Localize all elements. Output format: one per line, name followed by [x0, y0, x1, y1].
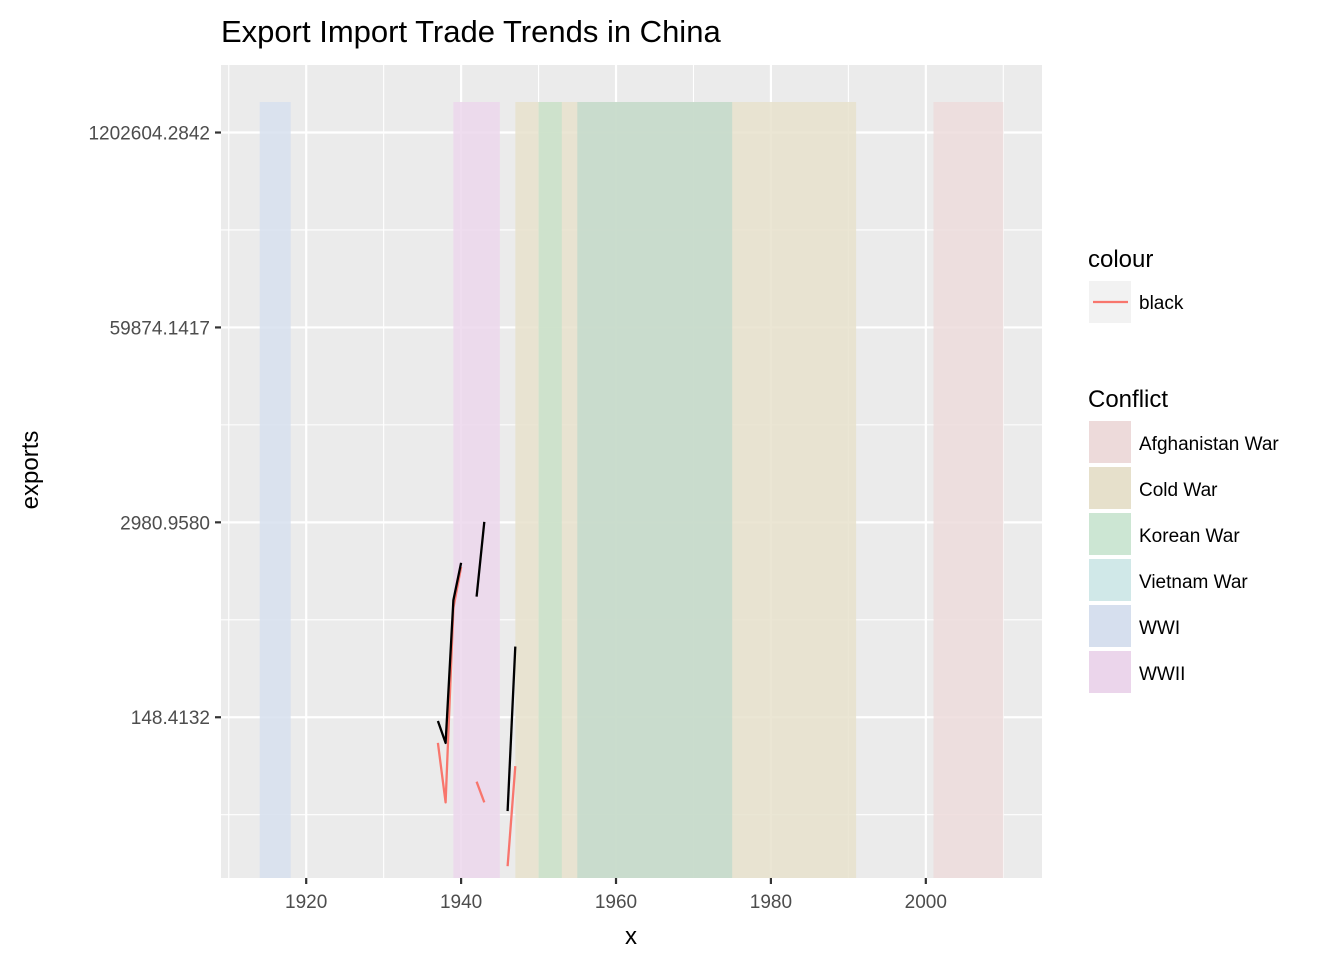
x-tick-label: 1960 [595, 892, 637, 913]
series-lines [436, 521, 517, 867]
legend-label: WWI [1139, 618, 1180, 639]
band-korean-war [538, 102, 562, 878]
band-vietnam-war [577, 102, 733, 878]
y-tick-label: 1202604.2842 [88, 124, 210, 145]
band-wwii [453, 102, 500, 878]
x-tick-label: 2000 [905, 892, 947, 913]
conflict-bands [259, 102, 1004, 878]
legend-key-fill [1089, 421, 1131, 463]
x-tick-label: 1920 [285, 892, 327, 913]
series-0-segment-1 [475, 781, 486, 803]
legend-key-fill [1089, 513, 1131, 555]
x-tick-label: 1980 [750, 892, 792, 913]
legend-key-fill [1089, 559, 1131, 601]
legend-key-fill [1089, 467, 1131, 509]
legend-key-fill [1089, 605, 1131, 647]
legend-label: Vietnam War [1139, 572, 1248, 593]
chart-title: Export Import Trade Trends in China [221, 14, 721, 49]
legend-label: Cold War [1139, 480, 1218, 501]
y-tick-label: 148.4132 [131, 708, 210, 729]
band-afghanistan-war [933, 102, 1004, 878]
series-1-segment-2 [506, 646, 517, 812]
series-1-segment-0 [436, 562, 463, 745]
legend-label: WWII [1139, 664, 1185, 685]
legend-colour-title: colour [1088, 246, 1153, 273]
series-0-segment-0 [436, 566, 463, 804]
x-axis: 1920 1940 1960 1980 2000 [285, 878, 947, 913]
y-axis: 148.4132 2980.9580 59874.1417 1202604.2842 [88, 124, 221, 729]
y-axis-title: exports [17, 431, 44, 510]
series-1-segment-1 [475, 521, 486, 597]
series-0-segment-2 [506, 766, 517, 867]
legend-key-fill [1089, 651, 1131, 693]
legend-label: Korean War [1139, 526, 1240, 547]
plot-panel [221, 65, 1042, 878]
legends: colour black Conflict Afghanistan War Cold W… [1088, 246, 1279, 693]
legend-label: black [1139, 293, 1184, 314]
x-axis-title: x [625, 923, 637, 950]
y-tick-label: 59874.1417 [110, 318, 210, 339]
legend-label: Afghanistan War [1139, 434, 1279, 455]
band-wwi [259, 102, 291, 878]
legend-conflict-title: Conflict [1088, 386, 1168, 413]
y-tick-label: 2980.9580 [120, 513, 210, 534]
x-tick-label: 1940 [440, 892, 482, 913]
